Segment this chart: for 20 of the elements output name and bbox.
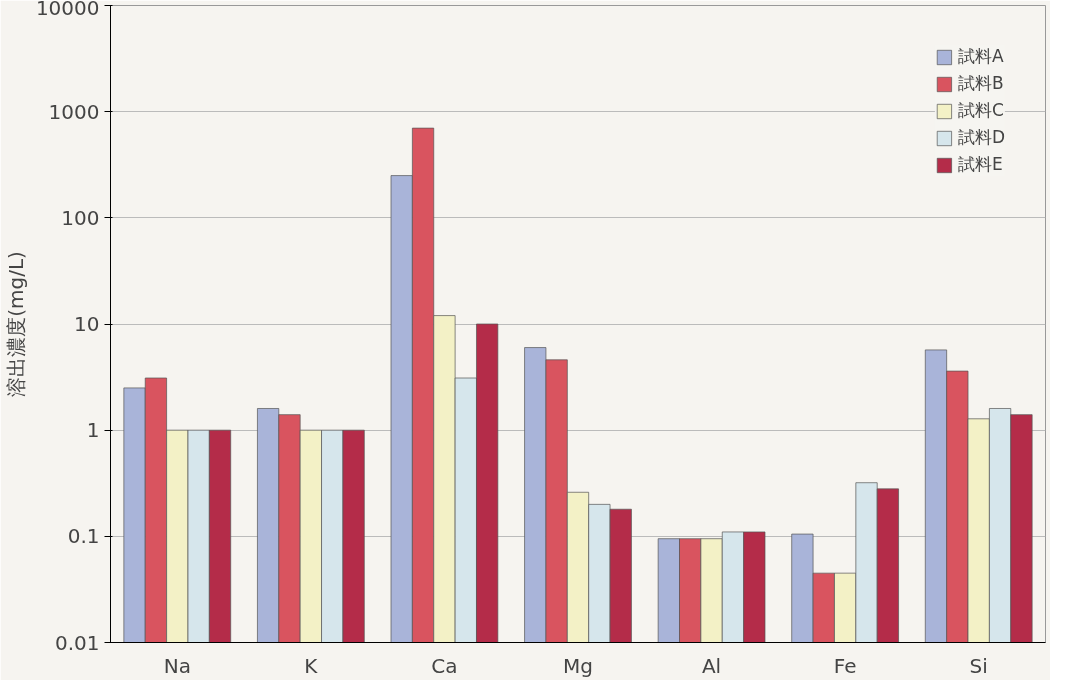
y-tick-label: 1000 <box>48 99 100 124</box>
x-tick-label: Na <box>163 653 191 678</box>
x-tick-label: Mg <box>563 653 593 678</box>
legend-label: 試料B <box>957 72 1004 95</box>
y-axis-title: 溶出濃度(mg/L) <box>3 251 28 397</box>
x-tick-label: Fe <box>833 653 857 678</box>
x-tick-label: Ca <box>431 653 458 678</box>
legend-label: 試料C <box>957 99 1004 122</box>
y-tick-label: 10 <box>74 312 100 336</box>
x-tick-label: K <box>304 653 319 678</box>
x-tick-label: Al <box>701 653 722 678</box>
y-tick-label: 100 <box>61 205 100 230</box>
y-tick-label: 1 <box>86 418 100 443</box>
legend-label: 試料D <box>957 126 1005 149</box>
legend-label: 試料A <box>957 45 1004 68</box>
x-tick-label: Si <box>969 653 988 678</box>
y-tick-label: 10000 <box>35 0 100 20</box>
legend-label: 試料E <box>957 153 1003 176</box>
y-tick-label: 0.1 <box>67 524 100 549</box>
y-tick-label: 0.01 <box>54 630 100 655</box>
